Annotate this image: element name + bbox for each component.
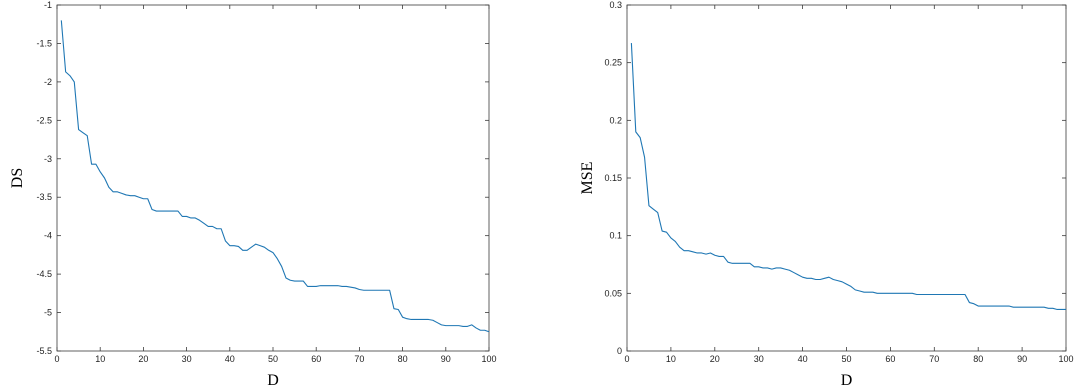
y-tick-label: -2 [44, 77, 52, 87]
series-line [630, 43, 1066, 311]
y-tick-label: 0.2 [609, 115, 622, 125]
plot-frame [626, 4, 1067, 352]
x-tick-label: 90 [441, 354, 451, 364]
x-tick-label: 30 [754, 354, 764, 364]
y-tick-label: -3 [44, 154, 52, 164]
x-tick-label: 100 [481, 354, 496, 364]
y-tick-label: 0 [617, 346, 622, 356]
y-tick-label: 0.15 [604, 173, 622, 183]
x-tick-label: 50 [841, 354, 851, 364]
x-tick-label: 80 [973, 354, 983, 364]
x-tick-label: 20 [138, 354, 148, 364]
y-tick-label: -4.5 [36, 269, 52, 279]
series-line [60, 20, 490, 333]
x-tick-label: 90 [1017, 354, 1027, 364]
y-tick-label: -5.5 [36, 346, 52, 356]
y-tick-label: 0.05 [604, 288, 622, 298]
y-tick-label: -3.5 [36, 192, 52, 202]
y-tick-label: 0.25 [604, 58, 622, 68]
y-tick-label: 0.3 [609, 0, 622, 10]
x-tick-label: 0 [54, 354, 59, 364]
y-tick-label: 0.1 [609, 231, 622, 241]
y-tick-label: -5 [44, 308, 52, 318]
x-tick-label: 70 [929, 354, 939, 364]
ds-chart: 0 10 20 30 40 50 60 70 80 90 100 -1 -1.5 -2 -2.5 -3 -3.5… [9, 0, 497, 389]
x-tick-label: 60 [311, 354, 321, 364]
x-axis-label: D [267, 372, 279, 389]
y-axis-label: MSE [579, 162, 596, 195]
mse-chart: 0 10 20 30 40 50 60 70 80 90 100 0 0.05 0.1 0.15 0.2 0.2… [579, 0, 1074, 389]
x-tick-label: 80 [398, 354, 408, 364]
x-tick-label: 60 [885, 354, 895, 364]
y-tick-label: -2.5 [36, 115, 52, 125]
x-tick-label: 30 [182, 354, 192, 364]
x-tick-label: 40 [225, 354, 235, 364]
x-tick-label: 70 [354, 354, 364, 364]
y-tick-label: -4 [44, 231, 52, 241]
y-tick-label: -1.5 [36, 38, 52, 48]
x-tick-label: 10 [95, 354, 105, 364]
x-tick-label: 20 [710, 354, 720, 364]
x-tick-label: 10 [666, 354, 676, 364]
x-tick-label: 0 [624, 354, 629, 364]
x-tick-label: 40 [798, 354, 808, 364]
y-axis-label: DS [9, 168, 26, 188]
plot-frame [56, 4, 490, 352]
x-tick-label: 100 [1058, 354, 1073, 364]
x-tick-label: 50 [268, 354, 278, 364]
y-tick-label: -1 [44, 0, 52, 10]
x-axis-label: D [841, 372, 853, 389]
